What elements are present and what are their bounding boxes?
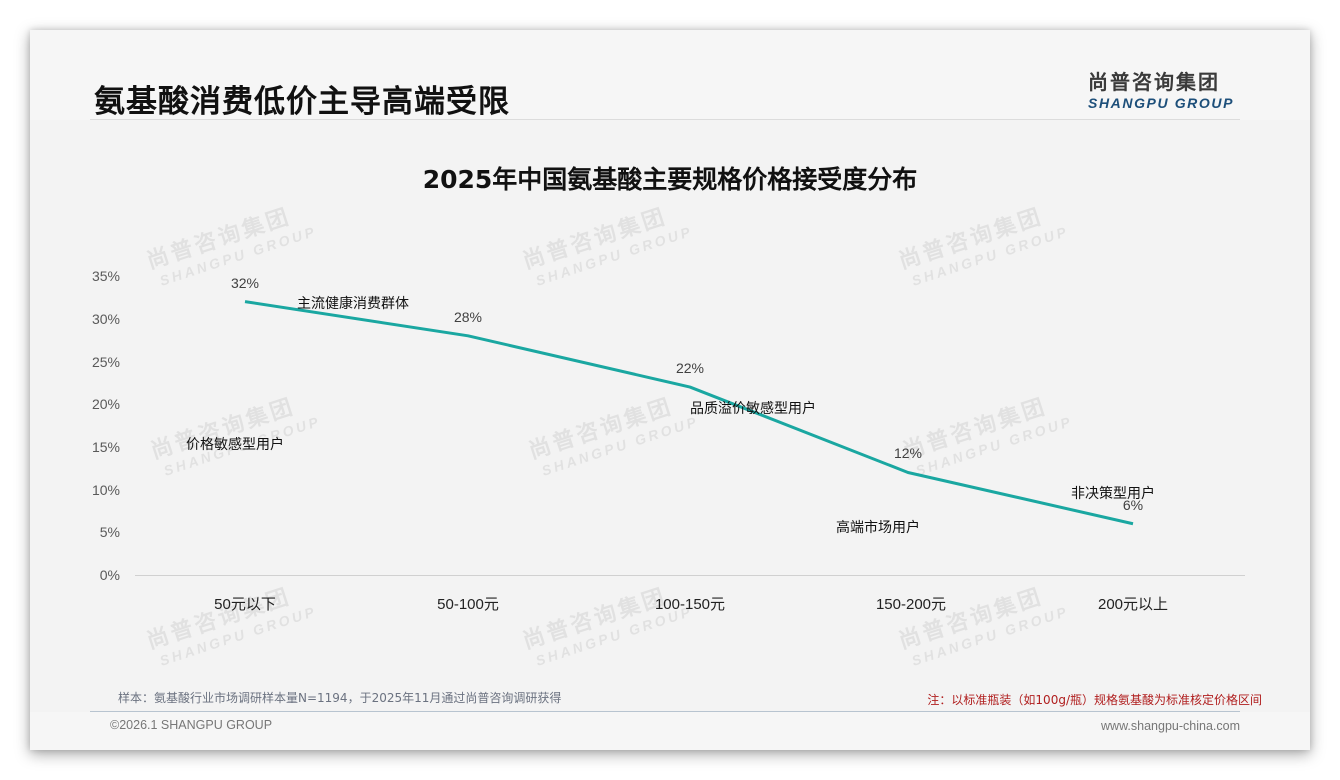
x-tick: 200元以上 [1097, 596, 1169, 613]
x-tick: 50-100元 [437, 596, 499, 613]
footer-divider [90, 711, 1240, 712]
data-label: 12% [893, 445, 923, 462]
company-logo: 尚普咨询集团 SHANGPU GROUP [1088, 66, 1248, 111]
header-band [30, 30, 1310, 120]
data-label: 22% [675, 360, 705, 377]
slide: 氨基酸消费低价主导高端受限 尚普咨询集团 SHANGPU GROUP 尚普咨询集… [30, 30, 1310, 750]
header-divider [90, 119, 1240, 120]
copyright: ©2026.1 SHANGPU GROUP [110, 718, 273, 732]
data-label: 32% [230, 274, 260, 291]
y-tick: 10% [91, 482, 120, 498]
page-title: 氨基酸消费低价主导高端受限 [94, 84, 510, 120]
y-tick: 20% [91, 396, 120, 412]
chart-plot [244, 300, 1134, 526]
series-line [244, 300, 1134, 526]
annotation-high-end: 高端市场用户 [836, 520, 920, 536]
y-tick: 35% [91, 268, 120, 284]
y-tick: 25% [91, 354, 120, 370]
y-tick: 5% [99, 524, 120, 540]
annotation-quality-premium: 品质溢价敏感型用户 [690, 401, 816, 417]
logo-cn-text: 尚普咨询集团 [1088, 70, 1220, 94]
x-tick: 100-150元 [654, 596, 726, 613]
annotation-non-decision: 非决策型用户 [1071, 486, 1155, 502]
y-tick: 15% [91, 439, 120, 455]
data-label: 28% [453, 308, 483, 325]
footer-band [30, 712, 1310, 750]
annotation-price-sensitive: 价格敏感型用户 [186, 437, 284, 453]
website-link[interactable]: www.shangpu-china.com [1101, 719, 1240, 733]
y-tick: 30% [91, 311, 120, 327]
logo-en-text: SHANGPU GROUP [1088, 95, 1235, 111]
data-label: 6% [1122, 496, 1144, 513]
sample-note: 样本：氨基酸行业市场调研样本量N=1194，于2025年11月通过尚普咨询调研获… [118, 691, 562, 705]
x-tick: 50元以下 [214, 596, 276, 613]
x-axis-line [135, 575, 1245, 576]
x-tick: 150-200元 [875, 596, 947, 613]
chart-title: 2025年中国氨基酸主要规格价格接受度分布 [422, 165, 918, 194]
annotation-mainstream: 主流健康消费群体 [297, 296, 409, 312]
y-tick: 0% [99, 567, 120, 583]
spec-note: 注：以标准瓶装（如100g/瓶）规格氨基酸为标准核定价格区间 [927, 693, 1262, 707]
